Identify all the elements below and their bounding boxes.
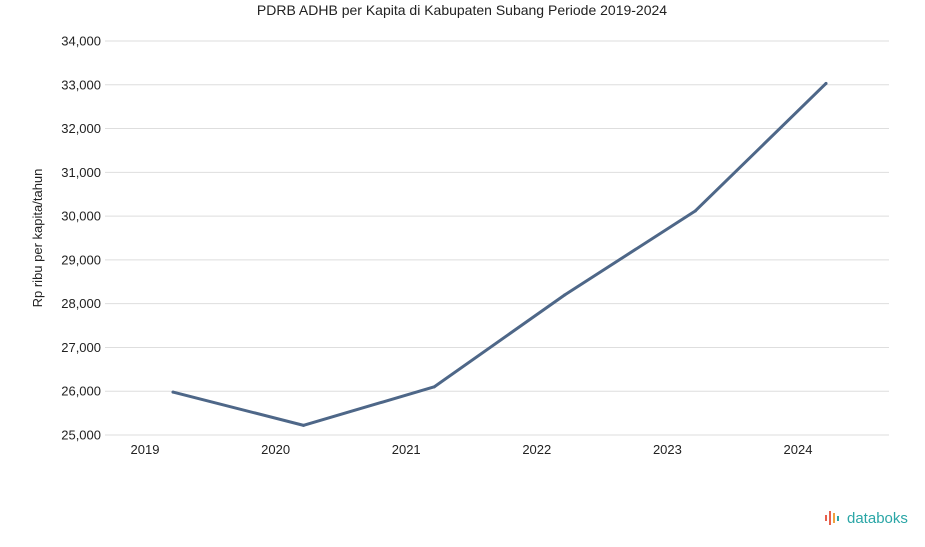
y-tick-label: 31,000 (61, 165, 101, 180)
y-tick-label: 26,000 (61, 384, 101, 399)
x-tick-label: 2019 (131, 442, 160, 457)
y-tick-label: 25,000 (61, 428, 101, 443)
x-tick-label: 2021 (392, 442, 421, 457)
x-tick-label: 2020 (261, 442, 290, 457)
x-tick-label: 2022 (522, 442, 551, 457)
data-point (171, 390, 175, 394)
data-point (302, 423, 306, 427)
x-tick-label: 2024 (784, 442, 813, 457)
data-point (432, 385, 436, 389)
series-line (171, 81, 828, 427)
x-tick-label: 2023 (653, 442, 682, 457)
y-axis-label: Rp ribu per kapita/tahun (30, 169, 45, 308)
y-tick-label: 34,000 (61, 34, 101, 49)
y-tick-label: 33,000 (61, 77, 101, 92)
data-point (824, 81, 828, 85)
y-tick-label: 29,000 (61, 252, 101, 267)
y-tick-label: 27,000 (61, 340, 101, 355)
data-point (693, 209, 697, 213)
data-point (563, 293, 567, 297)
y-tick-label: 30,000 (61, 209, 101, 224)
databoks-logo: databoks (824, 509, 908, 527)
databoks-logo-text: databoks (847, 509, 908, 527)
y-tick-label: 28,000 (61, 296, 101, 311)
y-tick-label: 32,000 (61, 121, 101, 136)
databoks-logo-icon (825, 511, 839, 525)
chart-title: PDRB ADHB per Kapita di Kabupaten Subang… (257, 2, 667, 18)
